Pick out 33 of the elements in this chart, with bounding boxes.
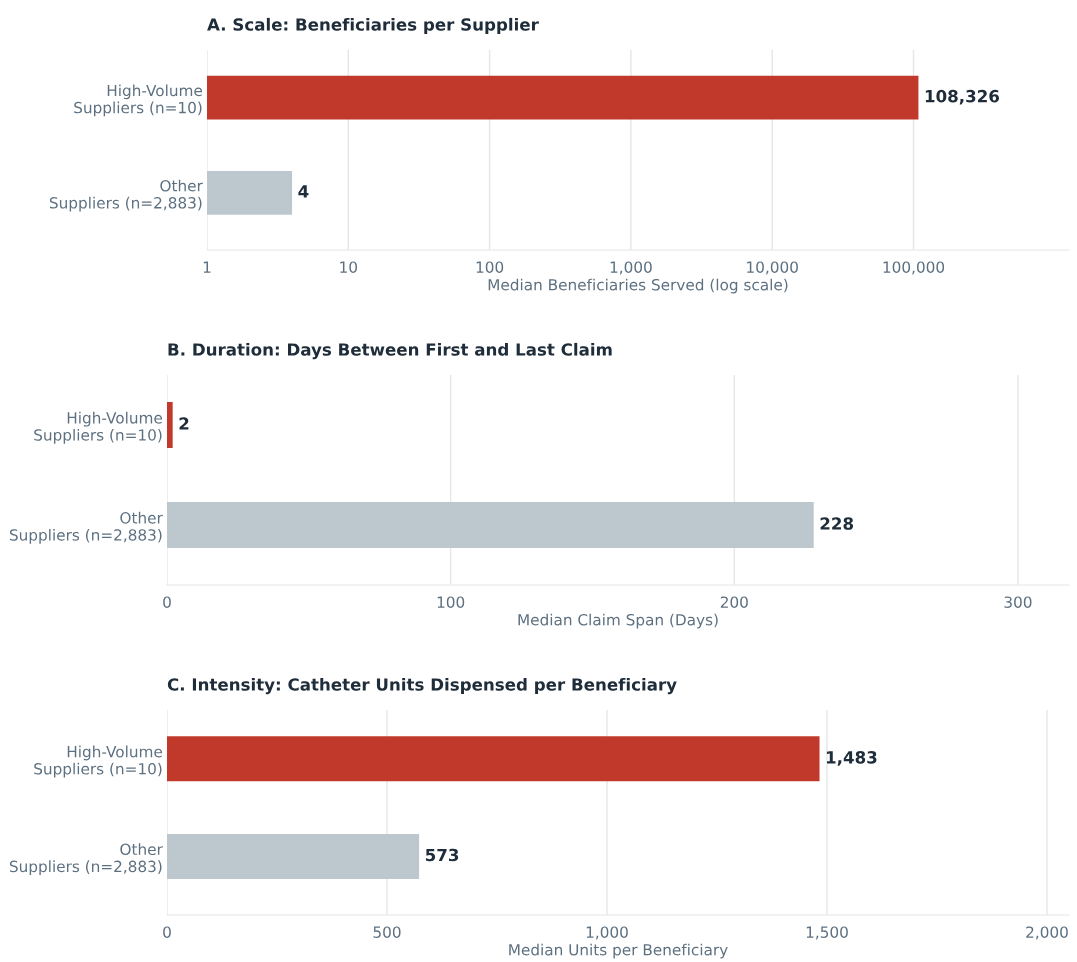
x-tick-label: 300 (1004, 596, 1032, 608)
y-tick-label: Other Suppliers (n=2,883) (9, 511, 163, 544)
y-tick-label: Other Suppliers (n=2,883) (9, 843, 163, 876)
x-tick-label: 10,000 (747, 261, 798, 275)
x-tick-label: 1,000 (610, 261, 652, 275)
x-tick-label: 100,000 (883, 261, 945, 275)
y-tick-label: High-Volume Suppliers (n=10) (34, 411, 163, 444)
data-label: 573 (425, 848, 459, 862)
x-tick-label: 1,500 (806, 926, 848, 940)
data-label: 4 (298, 185, 309, 198)
x-tick-label: 100 (476, 261, 504, 273)
x-tick-label: 0 (163, 926, 171, 938)
data-label: 108,326 (925, 89, 999, 105)
x-tick-label: 1 (203, 261, 211, 273)
x-tick-label: 200 (720, 596, 748, 608)
data-label: 2 (179, 417, 189, 430)
chart-title: A. Scale: Beneficiaries per Supplier (207, 17, 539, 35)
x-tick-label: 0 (163, 596, 171, 608)
chart-title: B. Duration: Days Between First and Last Claim (168, 342, 612, 360)
y-tick-label: High-Volume Suppliers (n=10) (34, 745, 163, 778)
x-axis-title: Median Units per Beneficiary (509, 943, 728, 959)
data-label: 228 (820, 517, 854, 530)
y-tick-label: Other Suppliers (n=2,883) (49, 179, 203, 212)
data-label: 1,483 (826, 751, 877, 766)
chart-title: C. Intensity: Catheter Units Dispensed per Beneficiary (167, 677, 677, 695)
x-tick-label: 500 (373, 926, 401, 938)
x-tick-label: 100 (437, 596, 465, 608)
y-tick-label: High-Volume Suppliers (n=10) (74, 84, 203, 117)
x-tick-label: 10 (340, 261, 358, 273)
x-axis-title: Median Beneficiaries Served (log scale) (488, 278, 788, 294)
x-tick-label: 1,000 (586, 926, 628, 940)
x-axis-title: Median Claim Span (Days) (518, 613, 718, 629)
x-tick-label: 2,000 (1026, 926, 1068, 940)
